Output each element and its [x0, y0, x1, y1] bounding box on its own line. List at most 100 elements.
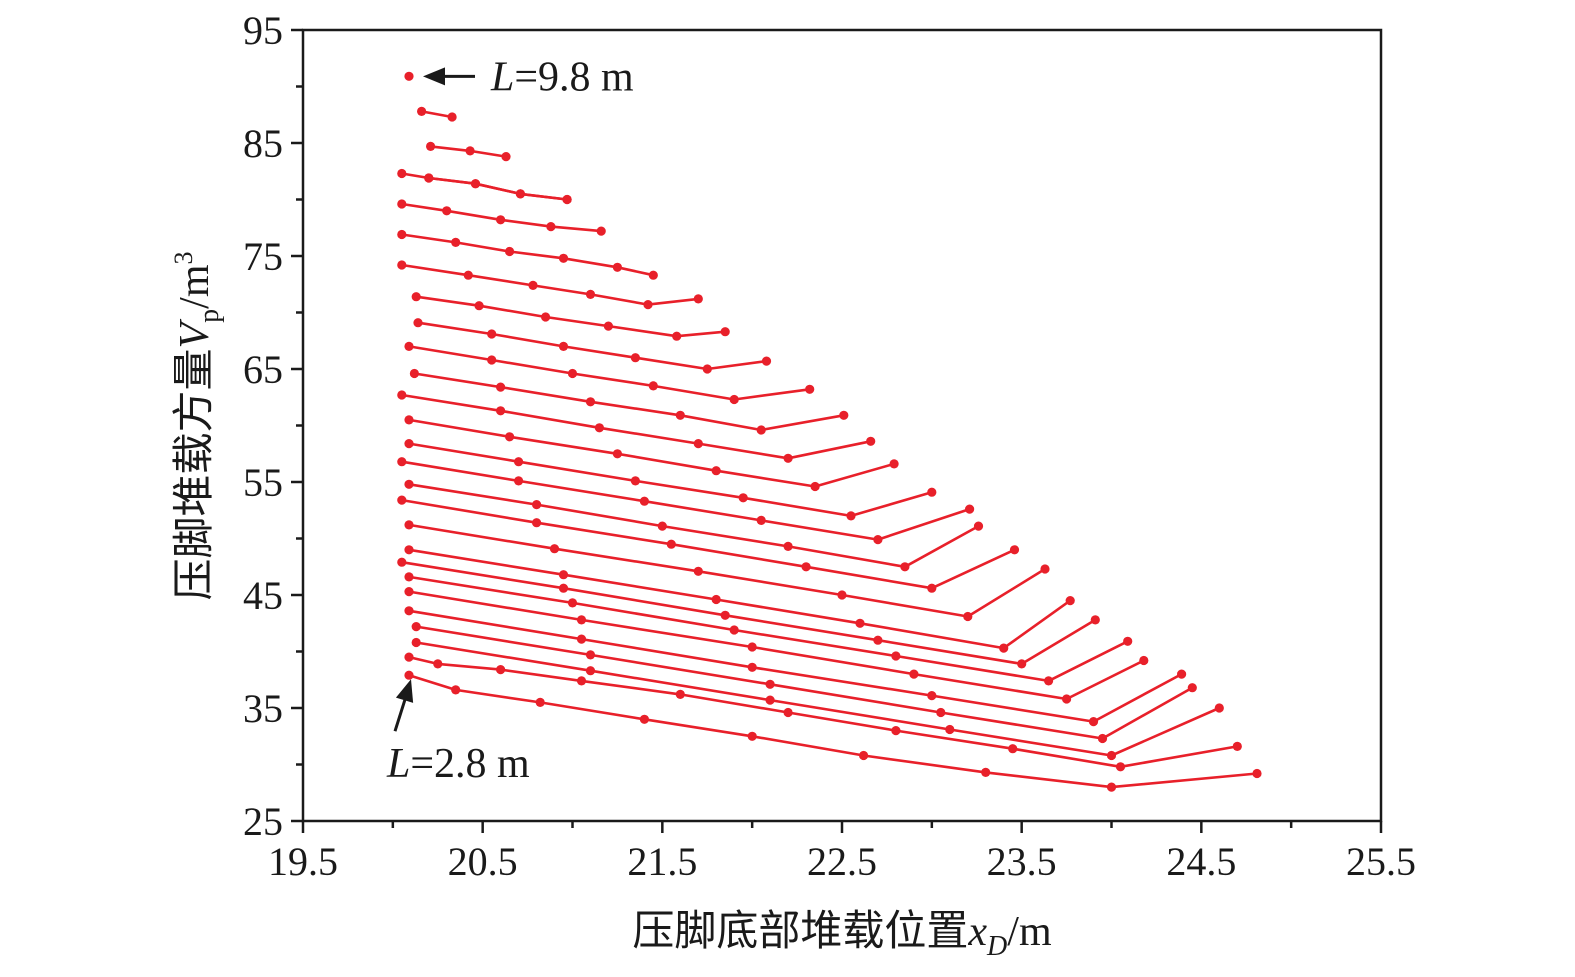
annotation-bottom-var: L	[386, 741, 410, 787]
data-point	[404, 439, 414, 449]
data-point	[909, 669, 919, 679]
data-point	[404, 587, 414, 597]
series-line	[408, 673, 1258, 789]
data-point	[532, 500, 542, 510]
data-point	[496, 382, 506, 392]
series-17	[397, 495, 1020, 593]
series-line	[408, 442, 933, 518]
data-point	[837, 590, 847, 600]
series-25	[411, 637, 1224, 761]
data-point	[765, 695, 775, 705]
series-line	[401, 263, 699, 306]
data-point	[514, 457, 524, 467]
data-point	[397, 199, 407, 209]
data-point	[729, 394, 739, 405]
series-6	[397, 229, 658, 280]
data-point	[546, 222, 556, 232]
data-point	[1044, 676, 1054, 686]
data-point	[783, 541, 793, 552]
series-line	[408, 418, 895, 488]
data-point	[761, 356, 772, 366]
data-point	[424, 173, 434, 183]
data-point	[501, 152, 511, 162]
data-point	[801, 562, 811, 572]
data-point	[594, 423, 605, 433]
data-point	[411, 637, 421, 648]
annotation-bottom: L=2.8 m	[386, 679, 530, 787]
data-point	[397, 495, 407, 505]
data-point	[965, 504, 975, 514]
data-point	[639, 496, 650, 506]
series-line	[401, 460, 971, 541]
data-point	[855, 618, 865, 628]
data-point	[666, 539, 676, 549]
series-line	[414, 372, 845, 432]
data-point	[1106, 750, 1117, 761]
series-line	[401, 233, 654, 277]
data-point	[945, 724, 955, 735]
data-point	[1187, 683, 1197, 693]
data-point	[973, 521, 984, 531]
x-tick-label: 20.5	[448, 839, 518, 884]
data-point	[585, 650, 596, 660]
series-line	[408, 590, 1145, 701]
series-9	[413, 318, 772, 374]
data-point	[496, 215, 506, 225]
annotation-top-arrowhead	[423, 67, 446, 86]
data-point	[1088, 717, 1099, 727]
data-point	[783, 453, 793, 463]
annotation-top: L=9.8 m	[423, 54, 634, 100]
data-point	[1008, 744, 1018, 754]
data-point	[585, 289, 596, 299]
data-point	[630, 476, 641, 486]
series-12	[397, 390, 876, 463]
data-point	[729, 625, 739, 635]
series-line	[421, 110, 453, 119]
y-tick-label: 35	[243, 686, 283, 731]
data-point	[1009, 545, 1020, 555]
data-point	[404, 520, 414, 530]
data-point	[765, 679, 775, 689]
data-point	[451, 237, 461, 247]
data-point	[442, 206, 452, 216]
series-layer	[397, 71, 1262, 792]
series-5	[397, 199, 606, 236]
data-point	[1065, 596, 1075, 606]
series-14	[404, 439, 937, 521]
x-axis-title-sub: D	[986, 931, 1007, 962]
data-point	[576, 615, 587, 625]
annotation-bottom-label: L=2.8 m	[386, 741, 530, 787]
series-line	[408, 523, 1046, 618]
data-point	[648, 270, 658, 280]
data-point	[756, 515, 766, 526]
x-tick-label: 25.5	[1346, 839, 1416, 884]
data-point	[693, 439, 703, 449]
y-tick-label: 95	[243, 8, 283, 53]
annotation-top-var: L	[490, 54, 514, 100]
data-point	[558, 570, 569, 580]
data-point	[711, 594, 721, 605]
data-point	[1040, 564, 1050, 574]
data-point	[549, 544, 560, 554]
data-point	[397, 168, 407, 179]
data-point	[585, 397, 596, 407]
data-point	[693, 294, 703, 304]
data-point	[711, 466, 721, 476]
series-22	[404, 587, 1149, 704]
data-point	[981, 767, 991, 778]
data-point	[859, 750, 869, 761]
series-11	[409, 368, 849, 435]
data-point	[515, 189, 526, 199]
data-point	[417, 106, 427, 116]
data-point	[487, 329, 497, 339]
series-15	[397, 457, 975, 545]
data-point	[639, 714, 650, 724]
data-point	[426, 141, 436, 151]
series-1	[417, 106, 457, 122]
annotation-bottom-value: =2.8 m	[410, 741, 530, 787]
data-point	[567, 368, 578, 379]
series-26	[404, 652, 1242, 772]
y-axis-title-sup: 3	[169, 251, 198, 264]
data-point	[404, 670, 414, 680]
